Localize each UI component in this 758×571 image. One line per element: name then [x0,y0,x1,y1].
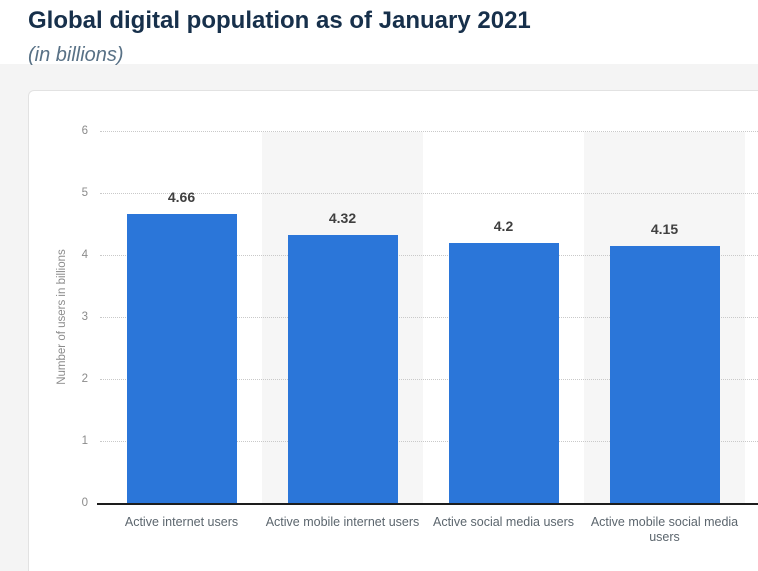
bar-value-label: 4.2 [493,218,514,234]
y-tick-label: 1 [81,435,88,447]
y-tick-label: 4 [81,249,88,261]
bar-value-label: 4.66 [167,189,196,205]
gridline [100,441,758,442]
gridline [100,193,758,194]
chart-subtitle: (in billions) [28,44,124,66]
y-tick-label: 3 [81,311,88,323]
y-tick-label: 5 [81,187,88,199]
bar[interactable] [449,243,559,503]
x-tick-label: Active internet users [124,515,239,529]
x-tick-label: Active social media users [432,515,575,529]
x-tick-label: Active mobile internet users [265,515,420,529]
gridline [100,255,758,256]
page-title: Global digital population as of January … [28,7,531,34]
bar-value-label: 4.15 [650,221,679,237]
gridline [100,131,758,132]
y-tick-label: 2 [81,373,88,385]
bar[interactable] [288,235,398,503]
gridline [100,317,758,318]
y-tick-label: 0 [81,497,88,509]
bar-value-label: 4.32 [328,210,357,226]
gridline [100,379,758,380]
x-axis-line [97,503,758,505]
bar[interactable] [127,214,237,503]
bar[interactable] [610,246,720,503]
x-tick-label: Active mobile social media users [590,515,739,544]
y-tick-label: 6 [81,125,88,137]
